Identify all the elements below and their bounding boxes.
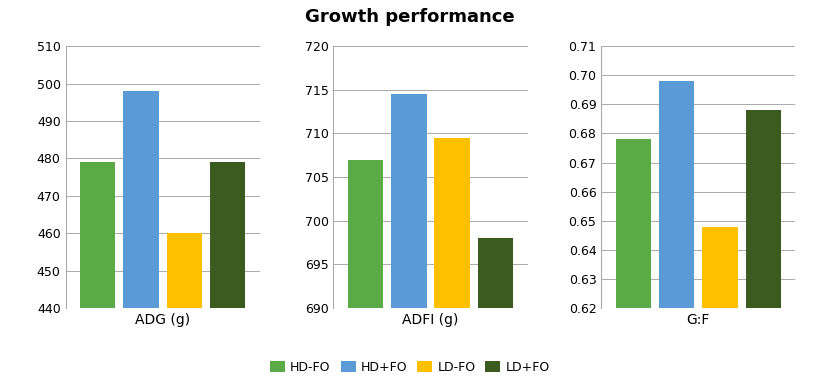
Bar: [434, 138, 469, 385]
Bar: [658, 81, 694, 385]
Bar: [477, 238, 513, 385]
Bar: [615, 139, 650, 385]
Text: Growth performance: Growth performance: [305, 8, 514, 26]
Bar: [744, 110, 781, 385]
Bar: [123, 91, 159, 385]
Bar: [347, 160, 382, 385]
Bar: [166, 233, 201, 385]
Bar: [701, 226, 737, 385]
Legend: HD-FO, HD+FO, LD-FO, LD+FO: HD-FO, HD+FO, LD-FO, LD+FO: [265, 356, 554, 379]
Bar: [79, 162, 115, 385]
Bar: [391, 94, 426, 385]
Bar: [210, 162, 245, 385]
